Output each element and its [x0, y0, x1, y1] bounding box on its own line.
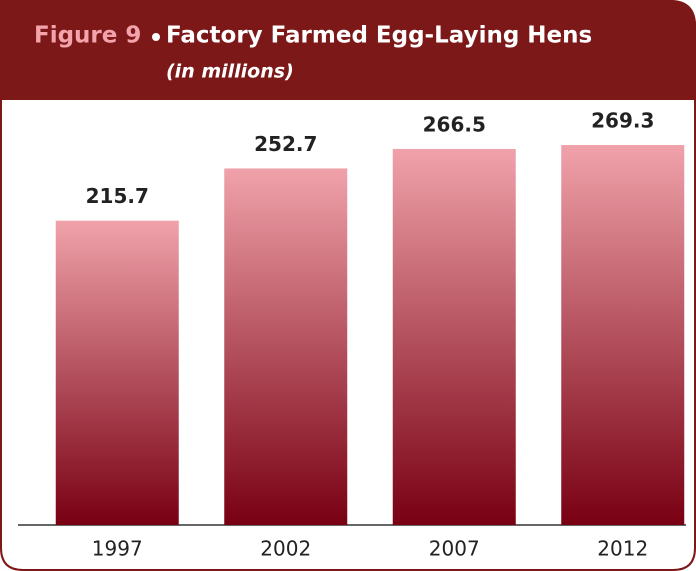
bar [224, 168, 348, 525]
x-tick-label: 2007 [429, 537, 480, 561]
x-tick-label: 1997 [92, 537, 143, 561]
x-tick-label: 2002 [260, 537, 311, 561]
chart-title: Factory Farmed Egg-Laying Hens [166, 23, 592, 49]
value-label: 269.3 [591, 109, 654, 133]
separator [152, 33, 160, 41]
bar [392, 148, 516, 525]
bar [55, 220, 179, 526]
value-label: 215.7 [86, 184, 149, 208]
header [0, 0, 696, 100]
bar [561, 145, 685, 525]
value-label: 266.5 [423, 112, 486, 136]
value-label: 252.7 [254, 132, 317, 156]
figure-label: Figure 9 [34, 23, 141, 49]
chart-subtitle: (in millions) [166, 61, 294, 83]
x-tick-label: 2012 [597, 537, 648, 561]
